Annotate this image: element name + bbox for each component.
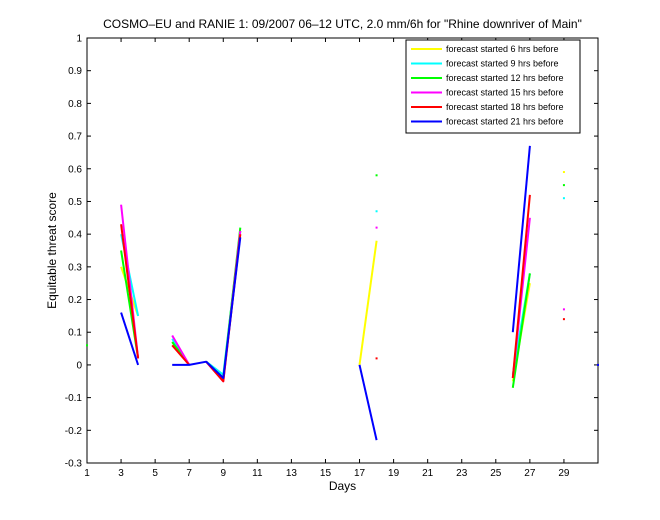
x-tick-label: 25 — [490, 468, 502, 479]
x-tick-label: 13 — [286, 468, 298, 479]
x-tick-label: 21 — [422, 468, 434, 479]
x-axis-label: Days — [329, 479, 356, 493]
x-tick-label: 23 — [456, 468, 468, 479]
series-line — [511, 273, 531, 388]
legend-label: forecast started 12 hrs before — [446, 73, 564, 83]
y-tick-label: -0.1 — [65, 393, 83, 404]
y-tick-label: 0.5 — [68, 197, 82, 208]
x-axis: 1 3 5 7 9 11 13 15 17 19 21 23 25 27 29 — [84, 38, 570, 479]
series-line — [358, 240, 378, 366]
y-tick-label: 0.4 — [68, 230, 82, 241]
series-6 — [120, 115, 599, 441]
x-tick-label: 5 — [152, 468, 158, 479]
y-axis-label: Equitable threat score — [45, 192, 59, 309]
series-line — [171, 334, 191, 366]
series-line — [511, 194, 531, 379]
y-tick-label: 0.2 — [68, 295, 82, 306]
series-layer — [86, 115, 599, 441]
series-line — [120, 224, 140, 359]
y-tick-label: 0.3 — [68, 262, 82, 273]
series-line — [120, 312, 140, 366]
legend-label: forecast started 15 hrs before — [446, 88, 564, 98]
x-tick-label: 9 — [220, 468, 226, 479]
y-tick-label: 0.6 — [68, 164, 82, 175]
legend-box — [405, 39, 581, 134]
x-tick-label: 27 — [524, 468, 536, 479]
y-tick-label: 0.7 — [68, 132, 82, 143]
series-line — [171, 344, 190, 366]
y-tick-label: 0.8 — [68, 99, 82, 110]
x-tick-label: 7 — [186, 468, 192, 479]
x-tick-label: 19 — [388, 468, 400, 479]
chart-title: COSMO–EU and RANIE 1: 09/2007 06–12 UTC,… — [103, 17, 582, 31]
legend: forecast started 6 hrs before forecast st… — [405, 39, 581, 134]
y-tick-label: 0 — [76, 360, 82, 371]
legend-label: forecast started 9 hrs before — [446, 59, 559, 69]
legend-label: forecast started 6 hrs before — [446, 44, 559, 54]
x-tick-label: 17 — [354, 468, 366, 479]
x-tick-label: 3 — [118, 468, 124, 479]
y-tick-label: 1 — [76, 34, 82, 45]
series-line — [172, 237, 242, 379]
series-line — [358, 364, 378, 441]
series-line — [511, 145, 531, 333]
y-tick-label: -0.3 — [65, 459, 83, 470]
legend-label: forecast started 18 hrs before — [446, 102, 564, 112]
x-tick-label: 1 — [84, 468, 90, 479]
y-axis: -0.3 -0.2 -0.1 0 0.1 0.2 0.3 0.4 0.5 0.6 0.7 0.8 0.9… — [65, 34, 598, 470]
y-tick-label: 0.1 — [68, 328, 82, 339]
x-tick-label: 15 — [320, 468, 332, 479]
legend-label: forecast started 21 hrs before — [446, 117, 564, 127]
x-tick-label: 29 — [558, 468, 570, 479]
y-tick-label: -0.2 — [65, 426, 83, 437]
y-tick-label: 0.9 — [68, 66, 82, 77]
x-tick-label: 11 — [252, 468, 263, 479]
